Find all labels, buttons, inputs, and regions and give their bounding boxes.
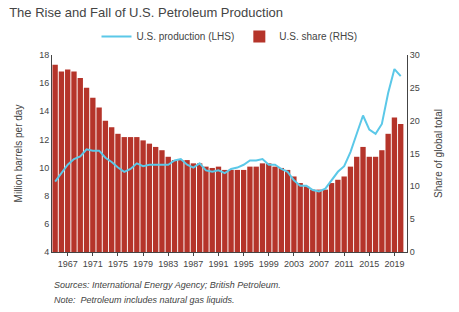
svg-text:5: 5 bbox=[410, 214, 415, 224]
svg-text:1999: 1999 bbox=[259, 259, 279, 269]
svg-text:Note: Petroleum includes natu: Note: Petroleum includes natural gas liq… bbox=[54, 295, 235, 305]
svg-text:1991: 1991 bbox=[208, 259, 228, 269]
svg-text:20: 20 bbox=[410, 116, 420, 126]
svg-text:Sources: International Energy: Sources: International Energy Agency; Br… bbox=[54, 280, 281, 290]
svg-text:Million barrels per day: Million barrels per day bbox=[13, 105, 24, 203]
svg-text:12: 12 bbox=[39, 135, 49, 145]
svg-text:0: 0 bbox=[410, 247, 415, 257]
svg-text:16: 16 bbox=[39, 78, 49, 88]
svg-text:18: 18 bbox=[39, 50, 49, 60]
svg-text:U.S. production (LHS): U.S. production (LHS) bbox=[137, 31, 235, 42]
svg-text:10: 10 bbox=[410, 181, 420, 191]
svg-text:30: 30 bbox=[410, 50, 420, 60]
svg-text:15: 15 bbox=[410, 149, 420, 159]
svg-text:1995: 1995 bbox=[234, 259, 254, 269]
svg-text:1967: 1967 bbox=[58, 259, 78, 269]
svg-text:2019: 2019 bbox=[384, 259, 404, 269]
svg-text:1983: 1983 bbox=[158, 259, 178, 269]
svg-text:The Rise and Fall of U.S. Petr: The Rise and Fall of U.S. Petroleum Prod… bbox=[9, 5, 283, 20]
svg-text:2003: 2003 bbox=[284, 259, 304, 269]
svg-text:4: 4 bbox=[44, 247, 49, 257]
svg-text:6: 6 bbox=[44, 219, 49, 229]
svg-text:Share of global total: Share of global total bbox=[433, 109, 444, 198]
svg-text:2007: 2007 bbox=[309, 259, 329, 269]
svg-text:8: 8 bbox=[44, 191, 49, 201]
svg-text:25: 25 bbox=[410, 83, 420, 93]
svg-text:2011: 2011 bbox=[334, 259, 353, 269]
svg-text:1975: 1975 bbox=[108, 259, 128, 269]
svg-text:1979: 1979 bbox=[133, 259, 153, 269]
svg-text:14: 14 bbox=[39, 106, 49, 116]
svg-text:10: 10 bbox=[39, 163, 49, 173]
svg-text:1987: 1987 bbox=[183, 259, 203, 269]
svg-text:2015: 2015 bbox=[359, 259, 379, 269]
svg-text:1971: 1971 bbox=[83, 259, 103, 269]
svg-text:U.S. share (RHS): U.S. share (RHS) bbox=[279, 31, 357, 42]
